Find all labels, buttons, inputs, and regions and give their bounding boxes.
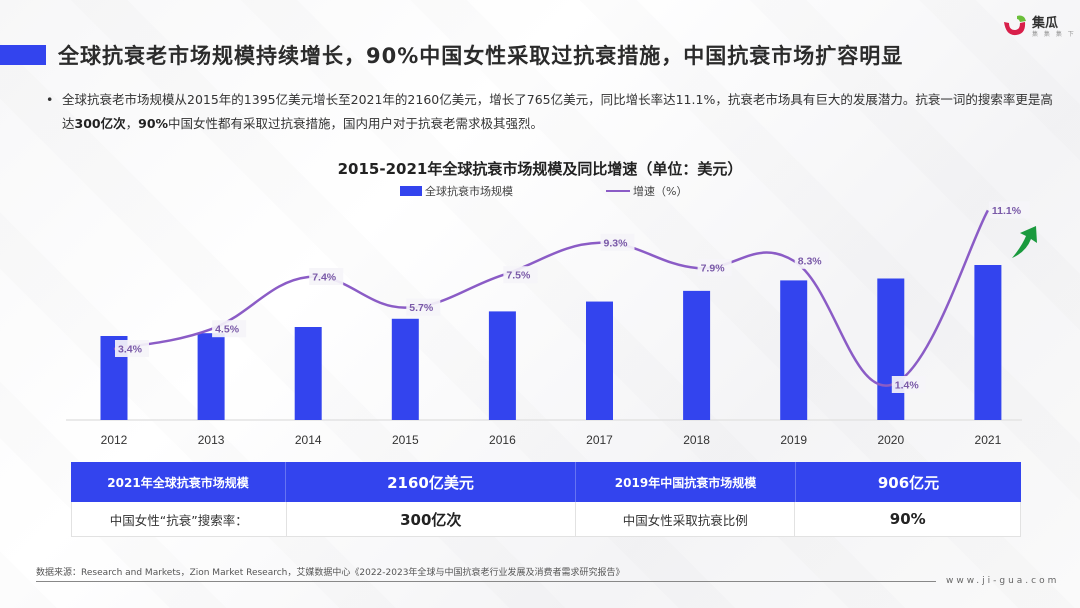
search-rate-label: 中国女性“抗衰”搜索率： <box>72 502 287 536</box>
legend-label: 全球抗衰市场规模 <box>425 185 513 198</box>
x-tick-label: 2016 <box>489 433 516 447</box>
data-label-2021: 11.1% <box>992 205 1022 217</box>
bar-2015 <box>391 318 419 420</box>
legend-label: 增速（%） <box>633 185 688 198</box>
data-label-bg <box>891 376 926 393</box>
x-tick-label: 2014 <box>295 433 322 447</box>
stats-table: 2021年全球抗衰市场规模 2160亿美元 2019年中国抗衰市场规模 906亿… <box>71 462 1021 537</box>
data-label-2016: 7.5% <box>506 270 531 282</box>
data-label-bg <box>794 251 829 269</box>
x-tick-label: 2021 <box>975 433 1002 447</box>
x-tick-label: 2018 <box>683 433 710 447</box>
website-link[interactable]: www.ji-gua.com <box>946 576 1060 586</box>
data-label-2013: 4.5% <box>215 324 240 336</box>
data-label-bg <box>600 233 635 251</box>
summary-text-part: 全球抗衰老市场规模从2015年的1395亿美元增长至2021年的2160亿美元，… <box>62 92 1053 131</box>
page-title: 全球抗衰老市场规模持续增长，90%中国女性采取过抗衰措施，中国抗衰市场扩容明显 <box>58 44 904 68</box>
growth-rate-line <box>113 209 989 387</box>
bar-2014 <box>294 327 322 420</box>
x-tick-label: 2019 <box>780 433 807 447</box>
logo: 集瓜 集 集 集 下 <box>1000 10 1080 40</box>
logo-name: 集瓜 <box>1032 16 1059 31</box>
data-label-bg <box>115 340 149 357</box>
summary-text: 全球抗衰老市场规模从2015年的1395亿美元增长至2021年的2160亿美元，… <box>46 88 1056 136</box>
chart-title: 2015-2021年全球抗衰市场规模及同比增速（单位：美元） <box>337 160 743 178</box>
stats-table-header-row: 2021年全球抗衰市场规模 2160亿美元 2019年中国抗衰市场规模 906亿… <box>71 462 1021 502</box>
logo-icon <box>1004 15 1026 36</box>
adoption-ratio-label: 中国女性采取抗衰比例 <box>576 502 796 536</box>
summary-bold-percent: 90% <box>138 116 169 131</box>
summary-bold-searches: 300亿次 <box>74 116 126 131</box>
logo-subtitle: 集 集 集 下 <box>1032 31 1076 38</box>
summary-bullet: • 全球抗衰老市场规模从2015年的1395亿美元增长至2021年的2160亿美… <box>46 88 1056 136</box>
footer-divider <box>36 581 936 582</box>
legend-line-swatch <box>606 190 630 192</box>
x-tick-label: 2020 <box>877 433 904 447</box>
search-rate-value: 300亿次 <box>287 502 576 536</box>
stats-table-body-row: 中国女性“抗衰”搜索率： 300亿次 中国女性采取抗衰比例 90% <box>71 502 1021 537</box>
bar-2021 <box>974 265 1002 420</box>
data-label-2015: 5.7% <box>409 302 434 314</box>
data-label-2014: 7.4% <box>312 272 337 284</box>
bar-2018 <box>683 290 711 420</box>
data-label-bg <box>212 320 247 338</box>
summary-text-part: ， <box>125 116 139 131</box>
adoption-ratio-value: 90% <box>889 510 926 528</box>
global-market-label: 2021年全球抗衰市场规模 <box>71 462 286 502</box>
data-label-bg <box>406 298 441 316</box>
legend-bar-swatch <box>400 186 422 196</box>
title-accent-bar <box>0 45 46 65</box>
bar-2017 <box>586 301 613 420</box>
data-label-bg <box>503 266 538 284</box>
bar-2016 <box>488 311 516 420</box>
data-label-bg <box>988 201 1030 219</box>
data-label-2020: 1.4% <box>895 380 920 392</box>
bar-2019 <box>780 280 808 420</box>
bar-2020 <box>877 278 905 420</box>
global-market-value: 2160亿美元 <box>286 462 576 502</box>
data-label-bg <box>697 259 732 276</box>
data-label-2012: 3.4% <box>118 344 143 356</box>
x-tick-label: 2013 <box>198 433 225 447</box>
data-label-2019: 8.3% <box>798 255 823 267</box>
legend-item-market-size: 全球抗衰市场规模 <box>400 183 513 199</box>
data-label-2018: 7.9% <box>701 263 726 275</box>
legend-item-growth-rate: 增速（%） <box>606 183 687 199</box>
china-market-value: 906亿元 <box>877 473 940 492</box>
data-label-2017: 9.3% <box>604 237 629 249</box>
data-label-bg <box>309 268 344 285</box>
data-source: 数据来源：Research and Markets，Zion Market Re… <box>36 568 625 578</box>
x-tick-label: 2015 <box>392 433 419 447</box>
china-market-label: 2019年中国抗衰市场规模 <box>576 462 796 502</box>
x-tick-label: 2012 <box>101 433 128 447</box>
bar-2013 <box>197 333 225 420</box>
x-tick-label: 2017 <box>586 433 613 447</box>
bullet-dot: • <box>46 92 54 107</box>
combo-chart: 2012 2013 2014 2015 2016 2017 2018 2019 2020 2021… <box>66 201 1037 447</box>
growth-up-arrow-icon <box>1012 226 1037 258</box>
summary-text-part: 中国女性都有采取过抗衰措施，国内用户对于抗衰老需求极其强烈。 <box>168 116 544 131</box>
